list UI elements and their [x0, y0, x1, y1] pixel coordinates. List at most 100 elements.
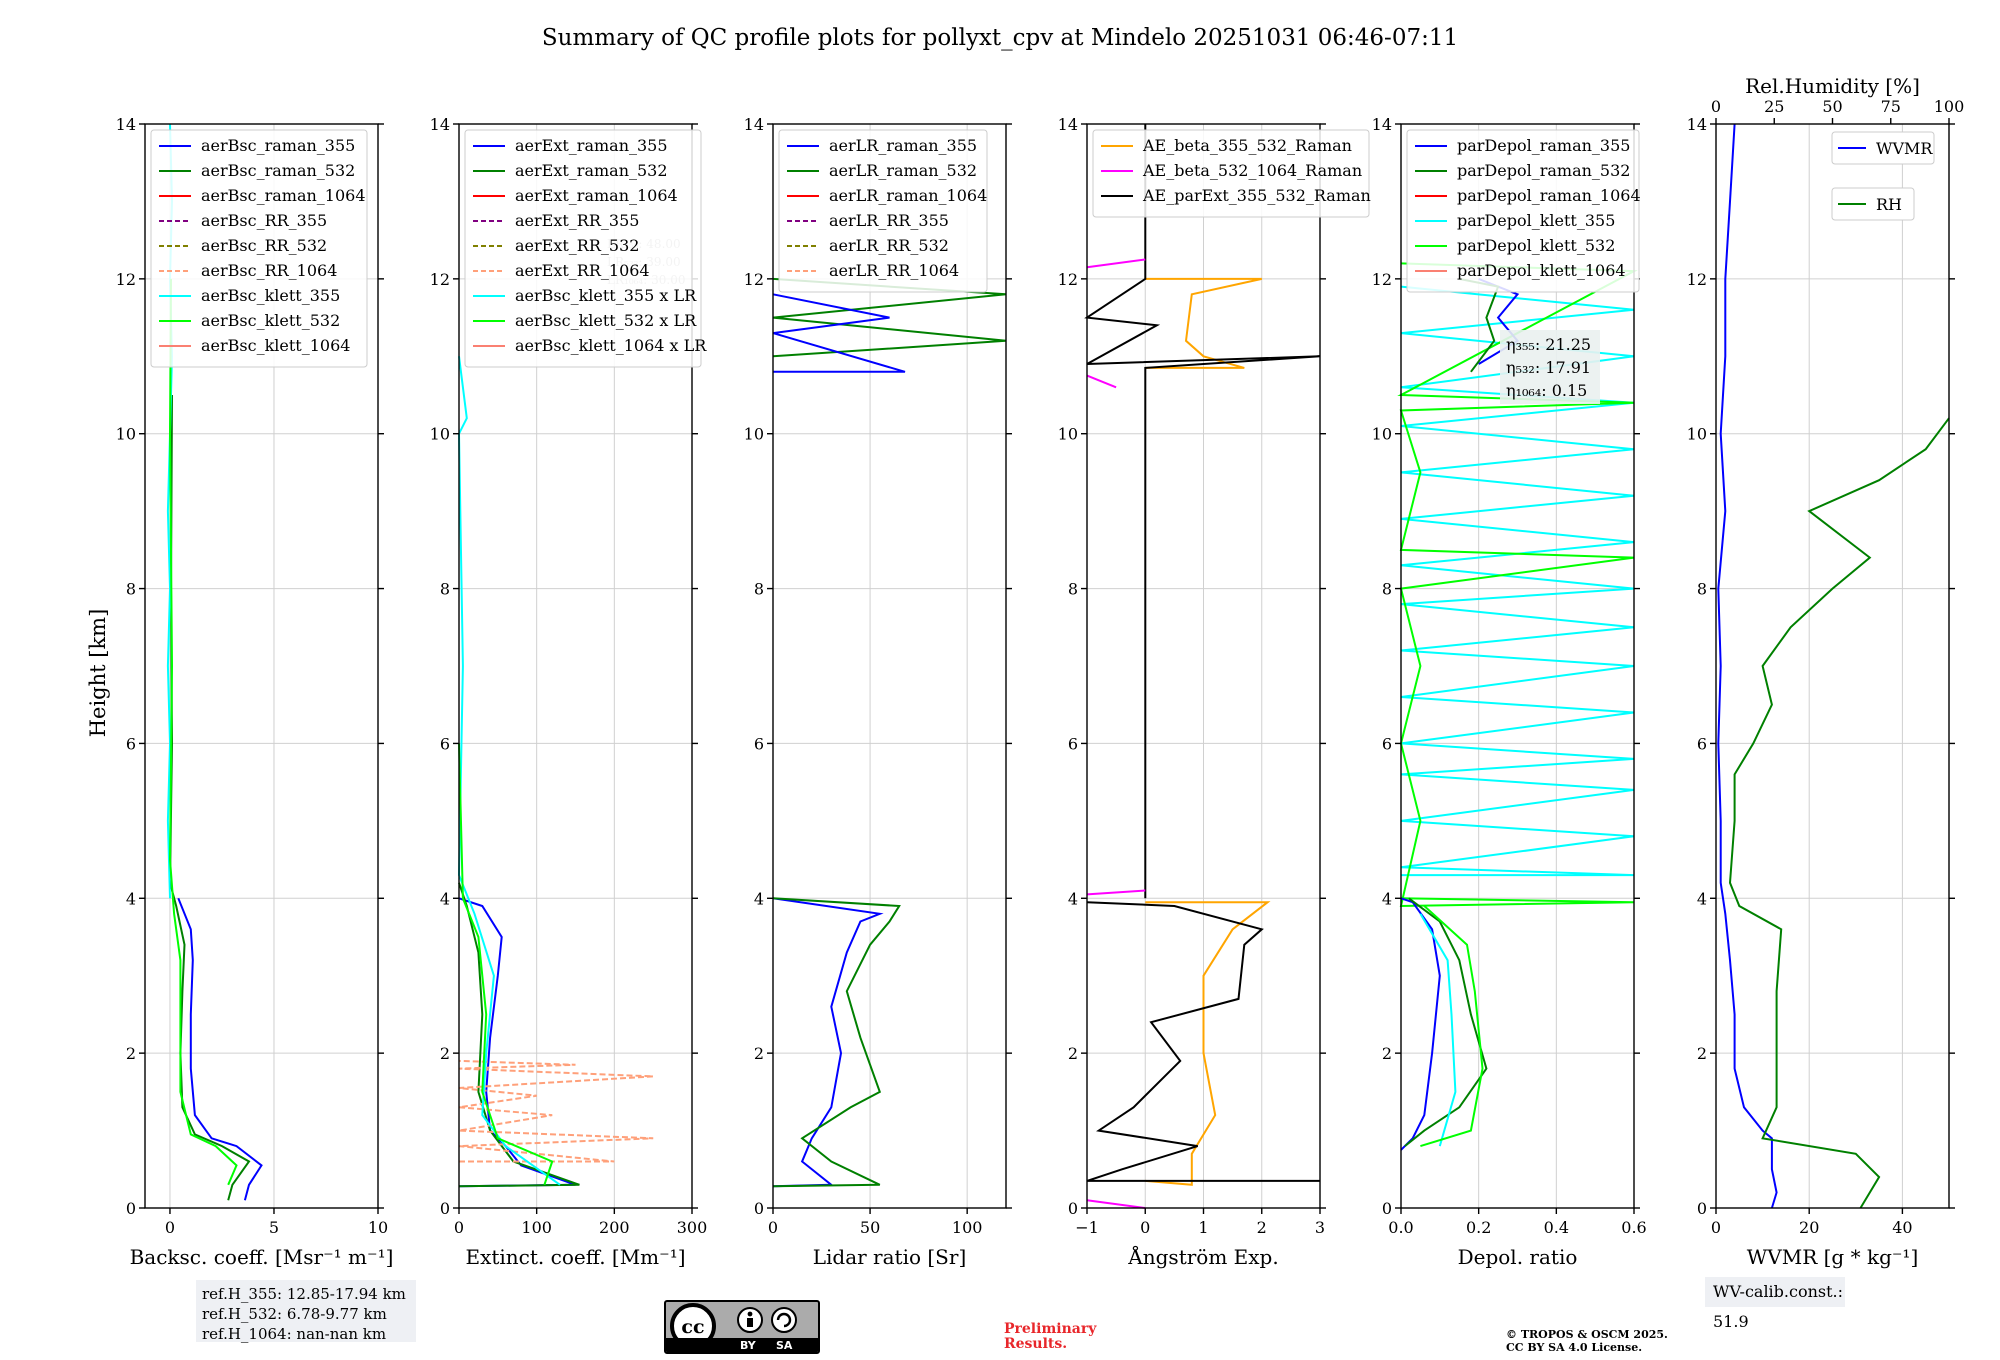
series-aerBsc_klett_532 [168, 278, 238, 1186]
legend-label: aerLR_raman_532 [829, 161, 977, 180]
series-AE_parExt_355_532_Raman [1086, 901, 1320, 1182]
legend-label: aerBsc_raman_1064 [201, 186, 366, 205]
y-tick-label: 10 [1372, 425, 1392, 444]
series-parDepol_raman_355 [1400, 897, 1441, 1151]
wv-calibration-text: WV-calib.const.: 51.9 [1713, 1282, 1844, 1331]
cc-icons: cc [670, 1303, 797, 1349]
y-tick-label: 8 [1382, 580, 1392, 599]
x-tick-label: 0 [768, 1218, 778, 1237]
series-aerBsc_klett_355 x LR [457, 356, 561, 1186]
x-tick-label: 2 [1257, 1218, 1267, 1237]
legend-box [150, 129, 368, 368]
y-tick-label: 0 [754, 1199, 764, 1218]
wv-calibration-box: WV-calib.const.: 51.9 [1705, 1277, 1845, 1331]
legend-box [1831, 187, 1915, 221]
y-tick-label: 2 [1697, 1044, 1707, 1063]
series-aerBsc_raman_355 [177, 897, 263, 1201]
y-tick-label: 4 [754, 889, 764, 908]
cc-sa-label: SA [776, 1339, 793, 1352]
y-tick-label: 2 [1382, 1044, 1392, 1063]
y-tick-label: 6 [1382, 734, 1392, 753]
x-tick-label: 0 [454, 1218, 464, 1237]
panel-extinction: 0 2 4 6 8 10 12 14 0 100 200 300 Extinct. coeff. [Mm… [430, 115, 708, 1269]
legend-label: aerBsc_RR_532 [201, 236, 327, 255]
panel-lidar_ratio: 0 2 4 6 8 10 12 14 0 50 100 Lidar ratio [Sr] aerLR_r… [744, 115, 1012, 1269]
cc-logo-text: cc [681, 1316, 704, 1338]
series-parDepol_klett_355 [1419, 913, 1457, 1147]
x-tick-label: 0.4 [1544, 1218, 1569, 1237]
y-tick-label: 12 [1687, 270, 1707, 289]
series-AE_beta_355_532_Raman [1145, 901, 1271, 1186]
y-tick-label: 6 [1068, 734, 1078, 753]
legend-label: RH [1876, 195, 1902, 214]
legend-box [1092, 129, 1370, 218]
legend-label: aerBsc_raman_532 [201, 161, 355, 180]
y-tick-label: 0 [1382, 1199, 1392, 1218]
series-AE_beta_532_1064_Raman [1086, 258, 1146, 269]
y-tick-label: 10 [430, 425, 450, 444]
x-tick-label: 100 [521, 1218, 552, 1237]
x-tick-label: 0.6 [1621, 1218, 1646, 1237]
legend-label: aerBsc_klett_1064 x LR [515, 336, 707, 355]
x-tick-label: 5 [269, 1218, 279, 1237]
y-tick-label: 8 [1697, 580, 1707, 599]
x-axis-label: Backsc. coeff. [Msr⁻¹ m⁻¹] [130, 1245, 394, 1269]
top-x-axis-label: Rel.Humidity [%] [1745, 74, 1920, 98]
ref-height-1064: ref.H_1064: nan-nan km [202, 1325, 387, 1343]
x-axis-label: WVMR [g * kg⁻¹] [1747, 1245, 1919, 1269]
eta-label: η₅₃₂: 17.91 [1506, 358, 1591, 377]
legend-label: aerBsc_RR_1064 [201, 261, 337, 280]
y-tick-label: 8 [754, 580, 764, 599]
reference-heights-box: ref.H_355: 12.85-17.94 km ref.H_532: 6.7… [196, 1280, 416, 1343]
panel-depol: 0 2 4 6 8 10 12 14 0.0 0.2 0.4 0.6 Depol. ratio η₃₅₅:… [1372, 115, 1647, 1269]
legend-box [464, 129, 702, 368]
series-parDepol_klett_532 [1420, 905, 1484, 1148]
y-tick-label: 0 [1068, 1199, 1078, 1218]
y-tick-label: 2 [126, 1044, 136, 1063]
by-person-body [747, 1318, 753, 1327]
y-tick-label: 2 [754, 1044, 764, 1063]
x-axis-label: Extinct. coeff. [Mm⁻¹] [465, 1245, 685, 1269]
y-tick-label: 10 [1687, 425, 1707, 444]
y-tick-label: 0 [126, 1199, 136, 1218]
y-tick-label: 6 [126, 734, 136, 753]
y-tick-label: 2 [440, 1044, 450, 1063]
legend-label: AE_parExt_355_532_Raman [1142, 186, 1371, 205]
series-AE_parExt_355_532_Raman [1084, 124, 1321, 899]
series-RH [1728, 417, 1950, 1209]
x-tick-label: 300 [677, 1218, 708, 1237]
y-tick-label: 12 [116, 270, 136, 289]
preliminary-results-note: Preliminary Results. [1004, 1322, 1096, 1352]
legend-label: aerBsc_klett_355 x LR [515, 286, 697, 305]
x-tick-label: 0 [1140, 1218, 1150, 1237]
legend-label: parDepol_raman_532 [1457, 161, 1630, 180]
x-axis-label: Lidar ratio [Sr] [813, 1245, 967, 1269]
panel-backscatter: 0 2 4 6 8 10 12 14 0 5 10 Backsc. coeff. [Msr⁻¹ m⁻¹… [116, 115, 394, 1269]
series-aerBsc_klett_532 x LR [458, 743, 554, 1186]
y-tick-label: 6 [754, 734, 764, 753]
top-x-tick-label: 0 [1711, 97, 1721, 116]
legend-label: aerBsc_raman_355 [201, 136, 355, 155]
copyright-note: © TROPOS & OSCM 2025. CC BY SA 4.0 Licen… [1506, 1328, 1668, 1354]
y-tick-label: 2 [1068, 1044, 1078, 1063]
y-tick-label: 8 [1068, 580, 1078, 599]
legend-label: aerLR_RR_532 [829, 236, 949, 255]
y-tick-label: 4 [1068, 889, 1078, 908]
y-tick-label: 14 [1687, 115, 1707, 134]
series-aerLR_raman_355 [772, 897, 884, 1188]
legend-box [1831, 131, 1935, 165]
legend-label: parDepol_klett_1064 [1457, 261, 1626, 280]
eta-box [1500, 330, 1600, 404]
y-tick-label: 12 [1372, 270, 1392, 289]
legend-label: parDepol_klett_532 [1457, 236, 1615, 255]
legend-label: AE_beta_355_532_Raman [1142, 136, 1352, 155]
figure-title: Summary of QC profile plots for pollyxt_… [542, 25, 1458, 51]
legend-label: aerExt_RR_532 [515, 236, 639, 255]
axes-frame [458, 123, 693, 1209]
y-tick-label: 14 [116, 115, 136, 134]
series-AE_beta_355_532_Raman [1145, 277, 1263, 369]
x-tick-label: 0 [165, 1218, 175, 1237]
legend-label: aerBsc_klett_355 [201, 286, 340, 305]
legend-label: aerLR_RR_355 [829, 211, 949, 230]
